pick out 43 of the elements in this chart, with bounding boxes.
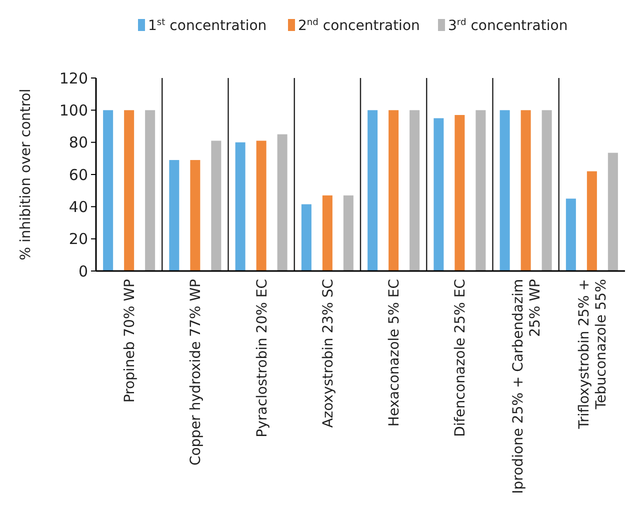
bar — [388, 110, 399, 271]
x-tick-label: Copper hydroxide 77% WP — [188, 279, 204, 466]
y-tick-label: 80 — [68, 134, 88, 152]
bar — [190, 160, 200, 271]
y-tick-label: 60 — [68, 166, 88, 184]
bar — [586, 171, 597, 271]
bar — [500, 110, 510, 271]
bar — [103, 110, 114, 271]
bar — [476, 110, 486, 271]
bar — [542, 110, 552, 271]
legend-label: 2$^{nd}$ concentration — [298, 18, 420, 34]
y-tick-label: 120 — [59, 69, 88, 88]
bar — [434, 118, 444, 271]
legend-label: 3$^{rd}$ concentration — [448, 18, 568, 34]
bar — [322, 195, 332, 271]
x-tick-label: Trifloxystrobin 25% + Tebuconazole 55% — [576, 279, 610, 430]
bar — [211, 140, 222, 271]
x-tick-label: Iprodione 25% + Carbendazim 25% WP — [510, 279, 544, 494]
bar — [169, 160, 180, 271]
x-tick-label: Pyraclostrobin 20% EC — [254, 278, 270, 438]
bar — [124, 110, 134, 271]
x-tick-label: Difenconazole 25% EC — [452, 278, 469, 437]
bar — [454, 114, 465, 271]
bar — [256, 140, 266, 271]
bar — [608, 152, 618, 271]
bar — [145, 110, 156, 271]
bar — [301, 204, 312, 271]
y-tick-label: 40 — [68, 198, 88, 216]
legend-label: 1$^{st}$ concentration — [148, 18, 267, 34]
bar — [343, 195, 354, 271]
bar — [368, 110, 378, 271]
y-tick-label: 0 — [78, 262, 88, 280]
bar — [235, 142, 246, 271]
bar — [277, 134, 288, 271]
bar — [410, 110, 420, 271]
bar — [566, 198, 576, 271]
x-tick-label: Azoxystrobin 23% SC — [320, 278, 336, 428]
x-tick-label: Propineb 70% WP — [122, 279, 138, 403]
y-tick-label: 100 — [59, 101, 88, 120]
y-axis-title: % inhibition over control — [18, 88, 34, 260]
y-tick-label: 20 — [68, 230, 88, 248]
bar — [520, 110, 531, 271]
x-tick-label: Hexaconazole 5% EC — [386, 278, 403, 427]
